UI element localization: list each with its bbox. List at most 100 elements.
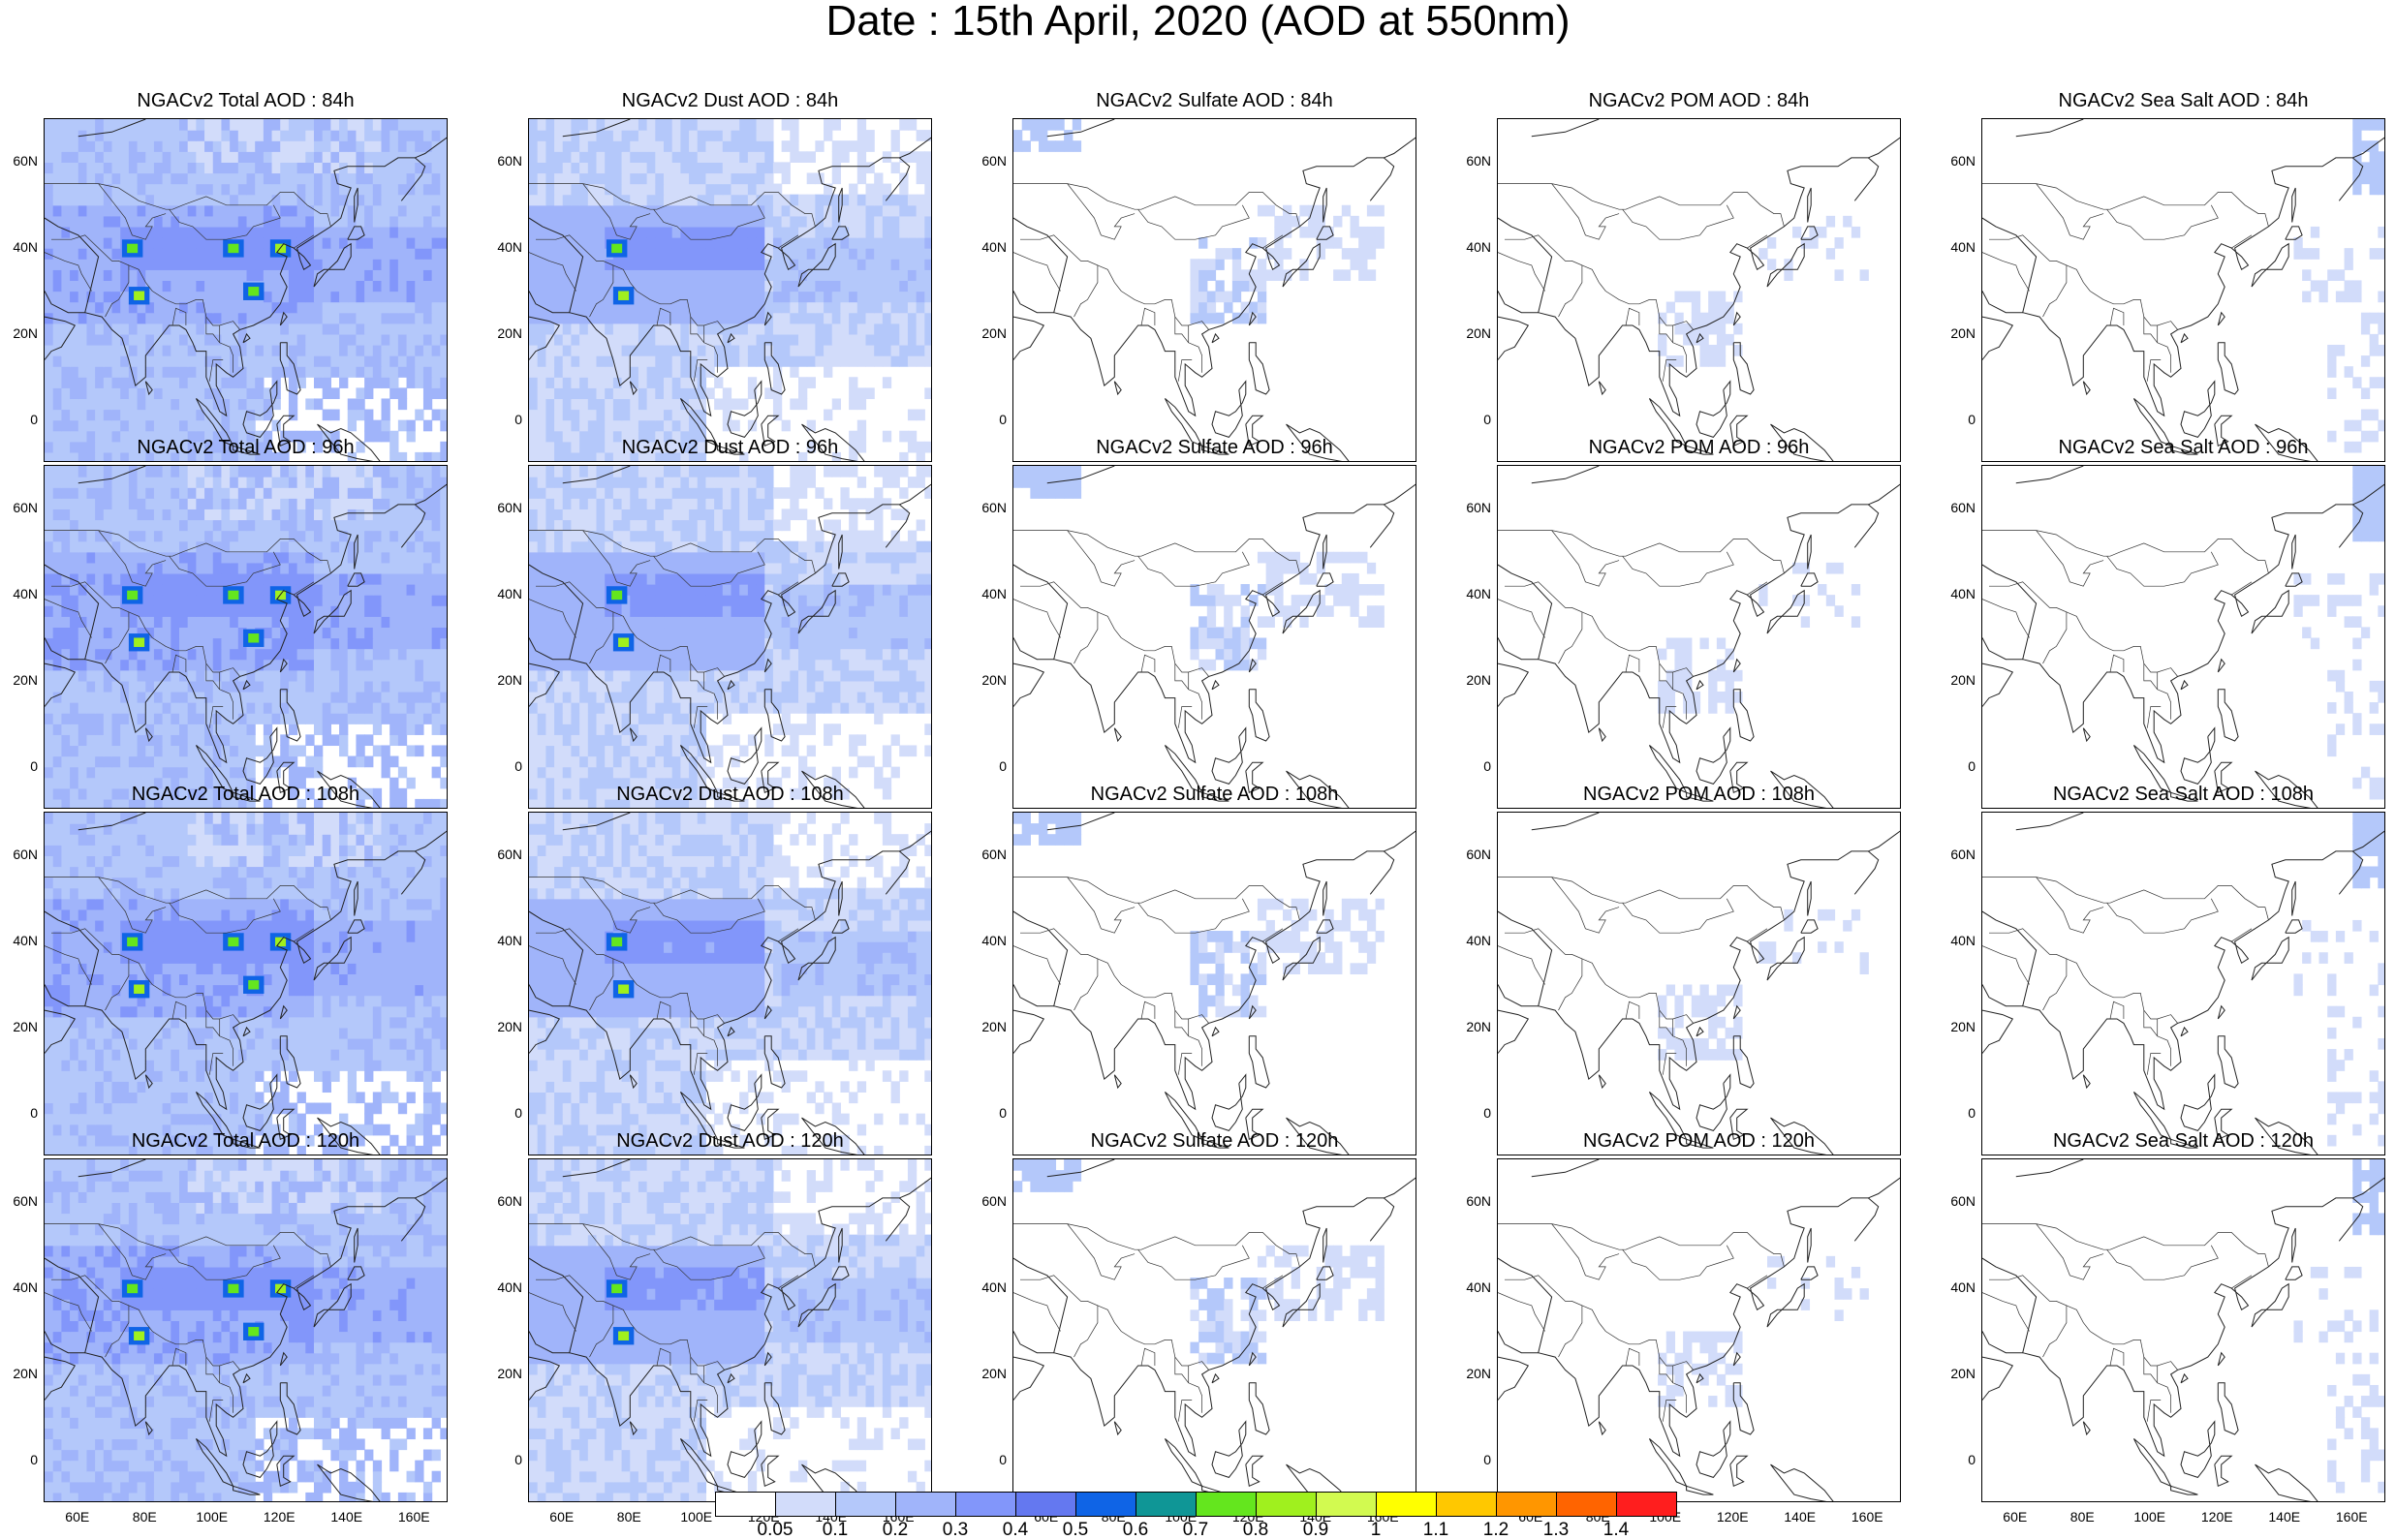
y-tick-label: 0 [1933,1106,1976,1120]
colorbar-label: 0.3 [926,1521,984,1540]
x-tick-label: 80E [605,1510,653,1524]
map-panel-pom: NGACv2 POM AOD : 84h60N40N20N060E80E100E… [1497,118,1901,462]
x-tick-label: 160E [2327,1510,2376,1524]
y-tick-label: 60N [1933,847,1976,861]
map-plot-area [1497,1158,1901,1502]
colorbar-swatch [955,1492,1016,1517]
y-tick-label: 40N [964,240,1007,254]
panel-title: NGACv2 Sea Salt AOD : 96h [1981,436,2385,459]
y-tick-label: 40N [480,587,522,601]
x-tick-label: 140E [323,1510,371,1524]
map-plot-area [44,1158,448,1502]
aod-field-map [529,813,932,1155]
y-tick-label: 60N [1448,154,1491,168]
panel-title: NGACv2 Dust AOD : 120h [528,1129,932,1153]
panel-title: NGACv2 Sea Salt AOD : 84h [1981,89,2385,112]
y-tick-label: 20N [1933,1367,1976,1380]
y-tick-label: 40N [1933,240,1976,254]
colorbar-swatch [895,1492,956,1517]
panel-title: NGACv2 POM AOD : 96h [1497,436,1901,459]
y-tick-label: 0 [964,1453,1007,1466]
colorbar-label: 1 [1347,1521,1405,1540]
colorbar-swatch [1256,1492,1317,1517]
map-panel-total: NGACv2 Total AOD : 96h60N40N20N060E80E10… [44,465,448,809]
colorbar-label: 1.2 [1467,1521,1525,1540]
map-plot-area [528,118,932,462]
aod-field-map [1013,466,1416,809]
colorbar-swatch [1136,1492,1197,1517]
y-tick-label: 60N [1448,501,1491,514]
aod-field-map [1013,813,1416,1155]
x-tick-label: 120E [255,1510,303,1524]
aod-field-map [1498,1159,1901,1502]
panel-title: NGACv2 POM AOD : 120h [1497,1129,1901,1153]
panel-title: NGACv2 Total AOD : 84h [44,89,448,112]
map-panel-pom: NGACv2 POM AOD : 108h60N40N20N060E80E100… [1497,812,1901,1155]
y-tick-label: 0 [1448,1453,1491,1466]
map-plot-area [1012,118,1416,462]
y-tick-label: 60N [1933,1194,1976,1208]
y-tick-label: 40N [0,587,38,601]
y-tick-label: 20N [1933,673,1976,687]
map-plot-area [528,465,932,809]
colorbar-swatch [835,1492,896,1517]
x-tick-label: 100E [188,1510,236,1524]
y-tick-label: 0 [0,1106,38,1120]
y-tick-label: 20N [1933,1020,1976,1033]
panel-title: NGACv2 POM AOD : 108h [1497,783,1901,806]
panel-title: NGACv2 Sulfate AOD : 108h [1012,783,1416,806]
y-tick-label: 0 [1933,1453,1976,1466]
aod-field-map [45,1159,448,1502]
map-plot-area [1497,118,1901,462]
x-tick-label: 140E [2260,1510,2309,1524]
y-tick-label: 0 [964,759,1007,773]
x-tick-label: 100E [672,1510,721,1524]
y-tick-label: 40N [1448,1280,1491,1294]
y-tick-label: 40N [0,240,38,254]
map-plot-area [1012,1158,1416,1502]
map-plot-area [1981,118,2385,462]
map-panel-sulfate: NGACv2 Sulfate AOD : 84h60N40N20N060E80E… [1012,118,1416,462]
y-tick-label: 40N [0,934,38,947]
y-tick-label: 0 [1933,759,1976,773]
panel-title: NGACv2 Dust AOD : 108h [528,783,932,806]
y-tick-label: 20N [0,326,38,340]
y-tick-label: 0 [1933,413,1976,426]
y-tick-label: 40N [480,1280,522,1294]
aod-field-map [1498,466,1901,809]
y-tick-label: 60N [964,154,1007,168]
x-tick-label: 60E [1991,1510,2039,1524]
aod-field-map [529,466,932,809]
y-tick-label: 0 [0,1453,38,1466]
map-panel-seasalt: NGACv2 Sea Salt AOD : 96h60N40N20N060E80… [1981,465,2385,809]
y-tick-label: 0 [964,1106,1007,1120]
colorbar-label: 0.7 [1167,1521,1225,1540]
aod-field-map [45,119,448,462]
panel-title: NGACv2 Sulfate AOD : 84h [1012,89,1416,112]
colorbar-swatch [1556,1492,1617,1517]
y-tick-label: 60N [480,847,522,861]
y-tick-label: 60N [480,501,522,514]
panel-title: NGACv2 Sea Salt AOD : 108h [1981,783,2385,806]
map-panel-pom: NGACv2 POM AOD : 96h60N40N20N060E80E100E… [1497,465,1901,809]
y-tick-label: 20N [480,673,522,687]
y-tick-label: 40N [1448,934,1491,947]
y-tick-label: 0 [0,759,38,773]
y-tick-label: 0 [1448,759,1491,773]
panel-title: NGACv2 Sulfate AOD : 120h [1012,1129,1416,1153]
map-plot-area [528,1158,932,1502]
colorbar-swatch [1616,1492,1677,1517]
map-panel-sulfate: NGACv2 Sulfate AOD : 108h60N40N20N060E80… [1012,812,1416,1155]
x-tick-label: 80E [2058,1510,2106,1524]
y-tick-label: 20N [1448,673,1491,687]
map-plot-area [44,812,448,1155]
map-plot-area [1981,812,2385,1155]
y-tick-label: 40N [1933,1280,1976,1294]
y-tick-label: 20N [964,1367,1007,1380]
map-panel-seasalt: NGACv2 Sea Salt AOD : 108h60N40N20N060E8… [1981,812,2385,1155]
colorbar-label: 0.1 [806,1521,864,1540]
map-plot-area [1012,465,1416,809]
aod-field-map [1982,119,2385,462]
